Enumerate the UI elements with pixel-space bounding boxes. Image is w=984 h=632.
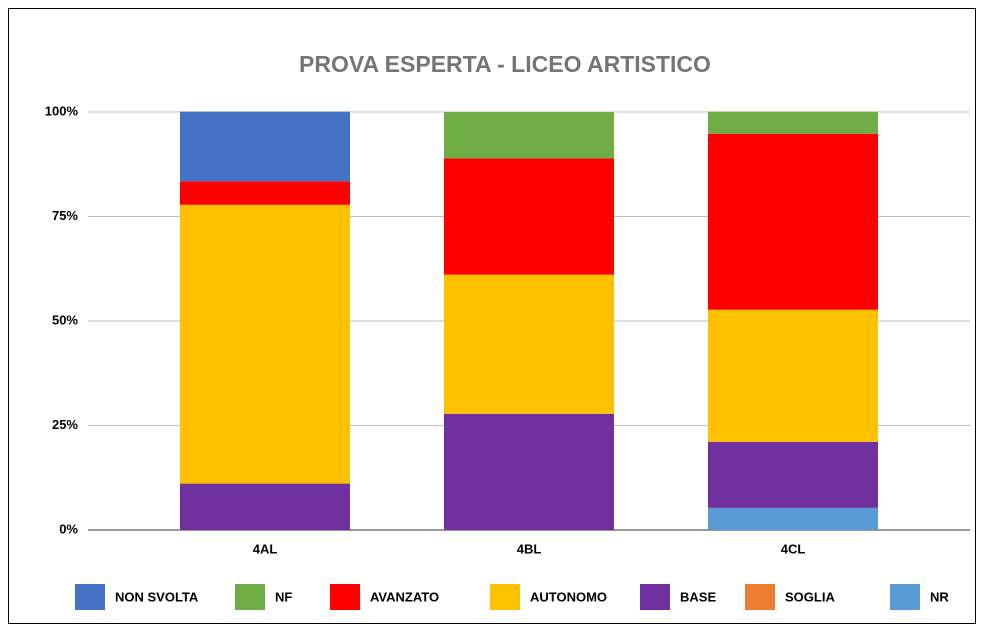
bar-segment [180,181,350,205]
legend-label: NR [930,589,949,604]
legend-label: AVANZATO [370,589,439,604]
legend-swatch [235,584,265,610]
bar-segment [180,483,350,530]
y-tick-label: 75% [52,208,78,223]
bar-segment [444,158,614,275]
legend-swatch [490,584,520,610]
legend-swatch [640,584,670,610]
bar-segment [180,111,350,182]
y-tick-label: 100% [45,103,79,118]
legend-label: NON SVOLTA [115,589,199,604]
x-tick-label: 4AL [253,541,278,556]
legend-swatch [890,584,920,610]
y-tick-label: 0% [59,521,78,536]
bar-segment [708,507,878,530]
legend-swatch [75,584,105,610]
bar-segment [708,441,878,508]
x-tick-label: 4CL [781,541,806,556]
bar-segment [444,413,614,530]
y-tick-label: 50% [52,312,78,327]
bar-segment [708,133,878,310]
bar-segment [444,274,614,414]
y-tick-label: 25% [52,417,78,432]
legend-swatch [330,584,360,610]
legend-label: BASE [680,589,716,604]
legend-label: AUTONOMO [530,589,607,604]
x-tick-label: 4BL [517,541,542,556]
chart-title: PROVA ESPERTA - LICEO ARTISTICO [299,51,711,77]
legend-swatch [745,584,775,610]
bar-segment [444,112,614,159]
bar-segment [708,111,878,134]
bar-segment [708,309,878,442]
bar-segment [180,204,350,484]
legend-label: SOGLIA [785,589,835,604]
legend-label: NF [275,589,292,604]
